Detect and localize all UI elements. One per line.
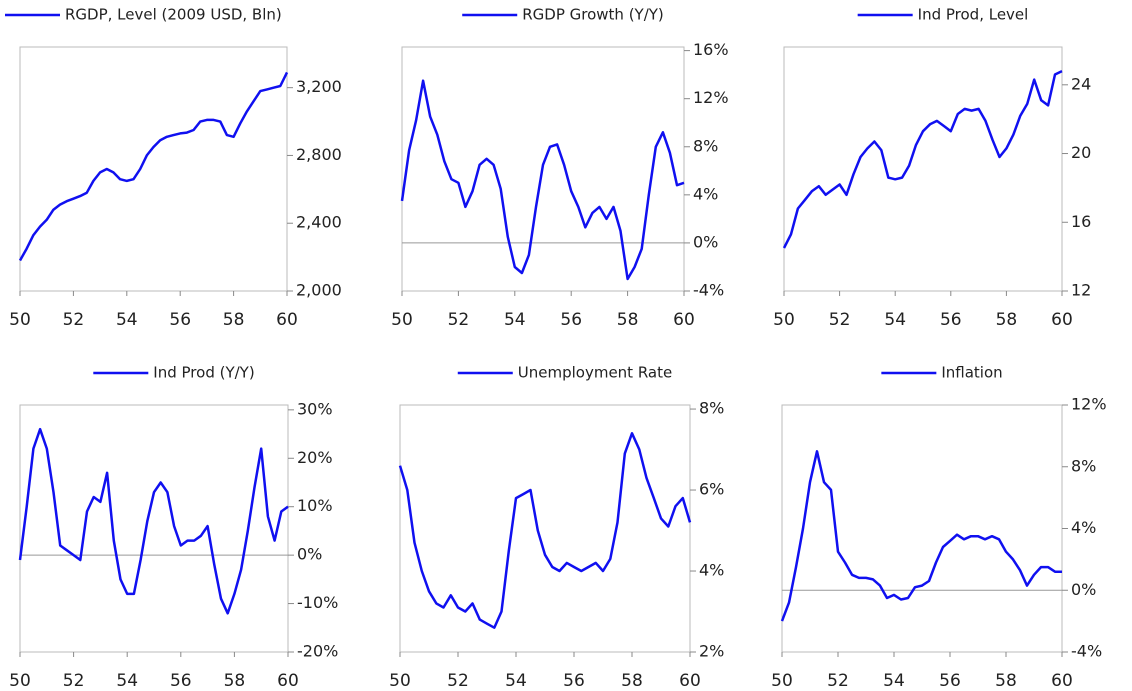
y-tick-label: 8% [693, 136, 718, 155]
x-tick-label: 52 [829, 310, 851, 330]
y-tick-label: 2,000 [296, 281, 342, 300]
y-tick-label: -4% [1071, 642, 1102, 661]
x-tick-label: 60 [673, 310, 695, 330]
y-tick-label: 0% [297, 545, 322, 564]
x-tick-label: 58 [617, 310, 639, 330]
x-tick-label: 52 [63, 671, 85, 691]
legend-label: Inflation [941, 364, 1002, 382]
x-tick-label: 52 [63, 310, 85, 330]
legend-label: Ind Prod, Level [918, 6, 1029, 24]
y-tick-label: -4% [693, 281, 724, 300]
x-tick-label: 54 [504, 310, 526, 330]
x-tick-label: 60 [276, 310, 298, 330]
y-tick-label: 12 [1071, 281, 1091, 300]
y-tick-label: 8% [1071, 456, 1096, 475]
x-tick-label: 52 [447, 671, 469, 691]
y-tick-label: 0% [693, 232, 718, 251]
y-tick-label: 0% [1071, 580, 1096, 599]
x-tick-label: 58 [223, 310, 245, 330]
x-tick-label: 50 [9, 310, 31, 330]
x-tick-label: 54 [116, 310, 138, 330]
x-tick-label: 56 [170, 671, 192, 691]
x-tick-label: 58 [995, 671, 1017, 691]
y-tick-label: 24 [1071, 74, 1091, 93]
y-tick-label: 20% [297, 448, 333, 467]
x-tick-label: 58 [224, 671, 246, 691]
x-tick-label: 52 [827, 671, 849, 691]
x-tick-label: 54 [505, 671, 527, 691]
plot-frame [399, 404, 691, 653]
x-tick-label: 50 [771, 671, 793, 691]
y-tick-label: 6% [699, 480, 724, 499]
x-tick-label: 52 [448, 310, 470, 330]
legend-label: Ind Prod (Y/Y) [153, 364, 254, 382]
y-tick-label: 4% [1071, 518, 1096, 537]
x-tick-label: 56 [169, 310, 191, 330]
y-tick-label: 12% [1071, 395, 1107, 414]
line-series [780, 450, 1062, 622]
y-tick-label: 16% [693, 40, 729, 59]
x-tick-label: 58 [621, 671, 643, 691]
x-tick-label: 56 [560, 310, 582, 330]
x-tick-label: 60 [679, 671, 701, 691]
plot-frame [19, 46, 288, 292]
y-tick-label: 4% [699, 561, 724, 580]
x-tick-label: 50 [773, 310, 795, 330]
line-series [398, 432, 692, 629]
y-tick-label: 16 [1071, 212, 1091, 231]
x-tick-label: 54 [884, 310, 906, 330]
y-tick-label: -20% [297, 642, 338, 661]
x-tick-label: 50 [9, 671, 31, 691]
y-tick-label: 20 [1071, 143, 1091, 162]
legend-label: RGDP Growth (Y/Y) [522, 6, 664, 24]
x-tick-label: 58 [996, 310, 1018, 330]
plot-frame [19, 404, 289, 653]
y-tick-label: 30% [297, 399, 333, 418]
line-series [18, 427, 289, 615]
y-tick-label: 8% [699, 399, 724, 418]
legend-label: Unemployment Rate [518, 364, 672, 382]
line-series [782, 69, 1063, 249]
y-tick-label: -10% [297, 593, 338, 612]
y-tick-label: 10% [297, 496, 333, 515]
x-tick-label: 60 [1051, 310, 1073, 330]
x-tick-label: 56 [939, 671, 961, 691]
legend-label: RGDP, Level (2009 USD, Bln) [65, 6, 282, 24]
x-tick-label: 60 [277, 671, 299, 691]
x-tick-label: 54 [116, 671, 138, 691]
x-tick-label: 60 [1051, 671, 1073, 691]
x-tick-label: 54 [883, 671, 905, 691]
line-series [400, 79, 685, 281]
x-tick-label: 56 [940, 310, 962, 330]
y-tick-label: 3,200 [296, 77, 342, 96]
plot-frame [783, 46, 1063, 292]
y-tick-label: 4% [693, 184, 718, 203]
plot-frame [401, 46, 685, 292]
y-tick-label: 2,400 [296, 213, 342, 232]
x-tick-label: 50 [391, 310, 413, 330]
y-tick-label: 2% [699, 642, 724, 661]
x-tick-label: 50 [389, 671, 411, 691]
plot-frame [781, 404, 1063, 653]
x-tick-label: 56 [563, 671, 585, 691]
y-tick-label: 2,800 [296, 145, 342, 164]
y-tick-label: 12% [693, 88, 729, 107]
line-series [18, 71, 289, 262]
